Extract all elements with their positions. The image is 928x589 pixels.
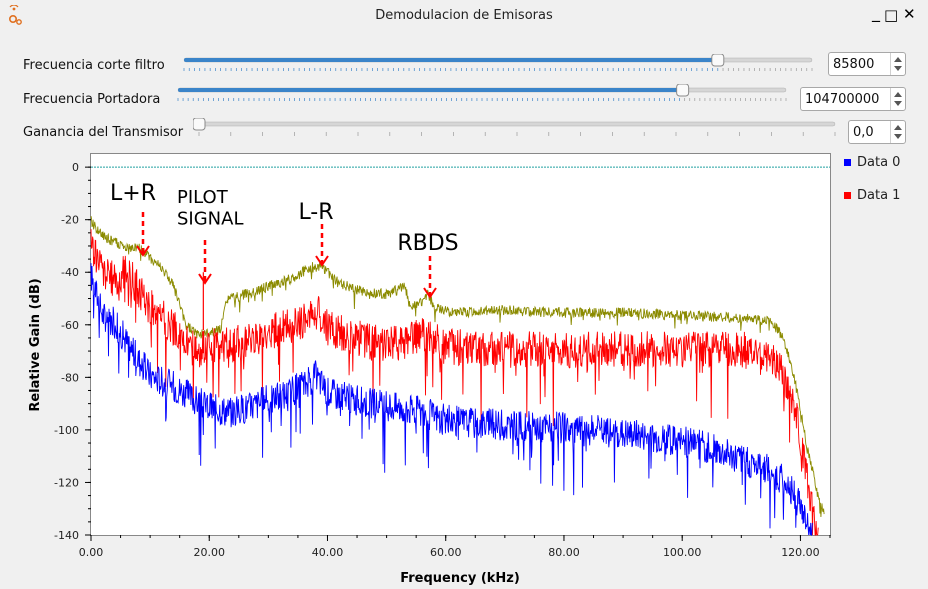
legend-item-1: Data 1	[857, 188, 900, 203]
annotation-line: L+R	[110, 181, 156, 206]
x-tick-label: 0.00	[79, 546, 104, 559]
legend-swatch	[844, 192, 851, 199]
annotation-label: L-R	[298, 200, 333, 225]
x-tick-label: 120.00	[781, 546, 820, 559]
x-axis-label: Frequency (kHz)	[400, 571, 520, 586]
spin-arrows-icon[interactable]	[890, 53, 905, 75]
legend-item-0: Data 0	[857, 155, 900, 170]
y-tick-label: -80	[61, 371, 79, 384]
carrier-spinbox[interactable]: 104700000	[800, 87, 906, 111]
gain-spinbox[interactable]: 0,0	[848, 120, 906, 144]
annotation-line: L-R	[298, 200, 333, 225]
app-icon	[8, 5, 22, 25]
gain-slider[interactable]	[193, 118, 841, 140]
title-bar: Demodulacion de Emisoras _ □ ✕	[0, 0, 928, 30]
x-tick-label: 20.00	[193, 546, 225, 559]
slider-handle[interactable]	[193, 118, 206, 131]
spin-arrows-icon[interactable]	[890, 88, 905, 110]
series-line-0	[90, 263, 813, 536]
annotation-label: L+R	[110, 181, 156, 206]
y-tick-label: -140	[54, 529, 79, 542]
slider-fill	[178, 88, 683, 92]
cutoff-value[interactable]: 85800	[833, 57, 875, 72]
cutoff-slider[interactable]	[178, 54, 818, 76]
slider-handle[interactable]	[676, 84, 690, 97]
arrow-head-icon	[423, 287, 437, 299]
x-tick-label: 60.00	[430, 546, 462, 559]
slider-fill	[184, 58, 718, 62]
cutoff-spinbox[interactable]: 85800	[828, 52, 906, 76]
series-line-2	[90, 216, 825, 518]
annotation-line: SIGNAL	[177, 209, 244, 230]
x-tick-label: 40.00	[312, 546, 344, 559]
x-tick-label: 80.00	[548, 546, 580, 559]
gain-label: Ganancia del Transmisor	[23, 125, 184, 140]
arrow-head-icon	[315, 255, 329, 267]
annotation-line: PILOT	[177, 187, 229, 208]
series-line-1	[90, 229, 819, 536]
y-axis-label: Relative Gain (dB)	[28, 278, 43, 411]
y-tick-label: -20	[61, 214, 79, 227]
y-tick-label: -40	[61, 266, 79, 279]
annotation-label: PILOT SIGNAL	[177, 187, 244, 230]
cutoff-label: Frecuencia corte filtro	[23, 58, 165, 73]
carrier-value[interactable]: 104700000	[805, 92, 880, 107]
legend-swatch	[844, 159, 851, 166]
annotation-label: RBDS	[397, 231, 458, 256]
y-tick-label: -100	[54, 424, 79, 437]
minimize-button[interactable]: _	[872, 3, 880, 22]
spin-arrows-icon[interactable]	[890, 121, 905, 143]
window-title: Demodulacion de Emisoras	[375, 8, 553, 23]
x-tick-label: 100.00	[663, 546, 702, 559]
carrier-label: Frecuencia Portadora	[23, 92, 161, 107]
arrow-head-icon	[198, 273, 212, 285]
y-tick-label: -60	[61, 319, 79, 332]
slider-handle[interactable]	[711, 54, 725, 67]
annotation-line: RBDS	[397, 231, 458, 256]
carrier-slider[interactable]	[172, 84, 792, 106]
close-button[interactable]: ✕	[903, 5, 916, 23]
y-tick-label: -120	[54, 476, 79, 489]
y-tick-label: 0	[72, 161, 79, 174]
gain-value[interactable]: 0,0	[853, 125, 874, 140]
maximize-button[interactable]: □	[884, 6, 899, 24]
arrow-head-icon	[136, 245, 150, 257]
